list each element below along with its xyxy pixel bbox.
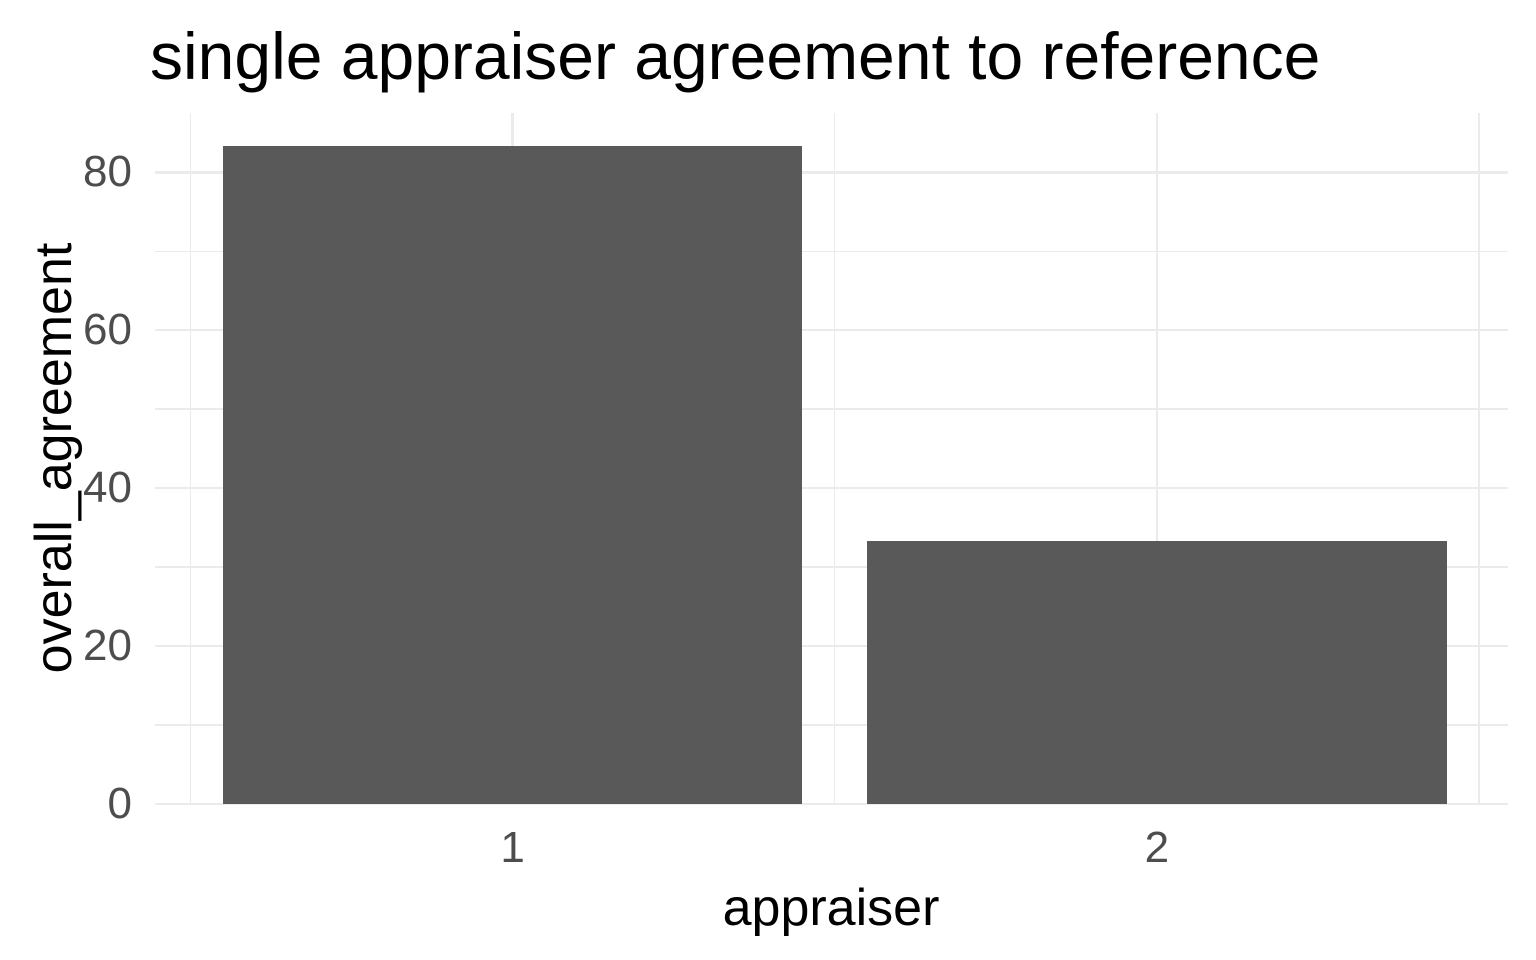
h-gridline-major	[155, 170, 1508, 174]
h-gridline-minor	[155, 724, 1508, 726]
y-tick-label: 20	[83, 621, 132, 671]
bar-appraiser-2	[866, 541, 1447, 804]
x-tick-label: 2	[1144, 823, 1170, 872]
y-tick-label: 40	[83, 463, 132, 513]
plot-panel	[155, 113, 1508, 806]
h-gridline-major	[155, 802, 1508, 806]
h-gridline-minor	[155, 408, 1508, 410]
h-gridline-major	[155, 644, 1508, 648]
v-gridline-minor	[189, 113, 192, 804]
chart-title: single appraiser agreement to reference	[150, 19, 1321, 93]
v-gridline-minor	[834, 113, 836, 804]
x-tick-label: 1	[500, 823, 525, 872]
y-tick-label: 60	[83, 305, 132, 355]
v-gridline-major	[1155, 113, 1159, 804]
h-gridline-major	[155, 486, 1508, 490]
y-tick-label: 0	[107, 779, 132, 828]
h-gridline-major	[155, 328, 1508, 332]
y-tick-label: 80	[83, 147, 132, 197]
h-gridline-minor	[155, 566, 1508, 568]
h-gridline-minor	[155, 250, 1508, 252]
x-axis-title: appraiser	[722, 879, 940, 937]
y-axis-title: overall_agreement	[25, 242, 83, 674]
v-gridline-minor	[1478, 113, 1480, 804]
bar-appraiser-1	[222, 146, 803, 804]
